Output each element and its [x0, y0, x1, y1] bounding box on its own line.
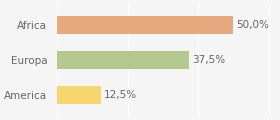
Text: 50,0%: 50,0%	[236, 20, 269, 30]
Bar	[57, 16, 234, 34]
Text: 37,5%: 37,5%	[192, 55, 225, 65]
Bar	[57, 51, 189, 69]
Bar	[57, 86, 101, 104]
Text: 12,5%: 12,5%	[104, 90, 137, 100]
